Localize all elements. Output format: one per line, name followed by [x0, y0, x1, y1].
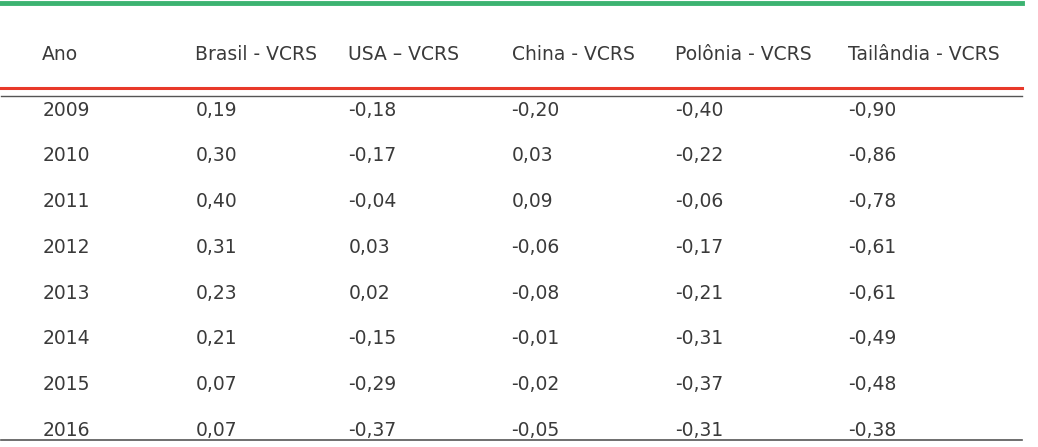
Text: -0,48: -0,48: [848, 375, 897, 394]
Text: China - VCRS: China - VCRS: [512, 45, 634, 64]
Text: -0,49: -0,49: [848, 329, 897, 349]
Text: USA – VCRS: USA – VCRS: [349, 45, 459, 64]
Text: -0,31: -0,31: [675, 421, 723, 440]
Text: 2012: 2012: [43, 238, 89, 257]
Text: -0,37: -0,37: [349, 421, 397, 440]
Text: -0,90: -0,90: [848, 101, 897, 120]
Text: -0,04: -0,04: [349, 192, 397, 211]
Text: -0,17: -0,17: [675, 238, 723, 257]
Text: 2015: 2015: [43, 375, 89, 394]
Text: 0,02: 0,02: [349, 284, 390, 303]
Text: 0,21: 0,21: [195, 329, 237, 349]
Text: -0,06: -0,06: [675, 192, 723, 211]
Text: 0,03: 0,03: [512, 147, 553, 165]
Text: -0,38: -0,38: [848, 421, 897, 440]
Text: -0,01: -0,01: [512, 329, 559, 349]
Text: 2014: 2014: [43, 329, 90, 349]
Text: 0,30: 0,30: [195, 147, 237, 165]
Text: -0,17: -0,17: [349, 147, 397, 165]
Text: -0,31: -0,31: [675, 329, 723, 349]
Text: 0,07: 0,07: [195, 375, 237, 394]
Text: Brasil - VCRS: Brasil - VCRS: [195, 45, 318, 64]
Text: -0,37: -0,37: [675, 375, 723, 394]
Text: -0,78: -0,78: [848, 192, 897, 211]
Text: 2010: 2010: [43, 147, 89, 165]
Text: -0,61: -0,61: [848, 238, 897, 257]
Text: 2011: 2011: [43, 192, 89, 211]
Text: 0,03: 0,03: [349, 238, 390, 257]
Text: Tailândia - VCRS: Tailândia - VCRS: [848, 45, 1000, 64]
Text: -0,18: -0,18: [349, 101, 397, 120]
Text: 0,07: 0,07: [195, 421, 237, 440]
Text: 0,19: 0,19: [195, 101, 237, 120]
Text: -0,29: -0,29: [349, 375, 397, 394]
Text: Polônia - VCRS: Polônia - VCRS: [675, 45, 812, 64]
Text: 2016: 2016: [43, 421, 89, 440]
Text: -0,15: -0,15: [349, 329, 397, 349]
Text: -0,21: -0,21: [675, 284, 723, 303]
Text: -0,02: -0,02: [512, 375, 559, 394]
Text: -0,06: -0,06: [512, 238, 559, 257]
Text: -0,86: -0,86: [848, 147, 897, 165]
Text: 2013: 2013: [43, 284, 89, 303]
Text: -0,61: -0,61: [848, 284, 897, 303]
Text: -0,20: -0,20: [512, 101, 559, 120]
Text: -0,22: -0,22: [675, 147, 723, 165]
Text: 2009: 2009: [43, 101, 89, 120]
Text: Ano: Ano: [43, 45, 78, 64]
Text: -0,40: -0,40: [675, 101, 723, 120]
Text: -0,08: -0,08: [512, 284, 559, 303]
Text: 0,31: 0,31: [195, 238, 237, 257]
Text: 0,40: 0,40: [195, 192, 237, 211]
Text: 0,23: 0,23: [195, 284, 237, 303]
Text: -0,05: -0,05: [512, 421, 559, 440]
Text: 0,09: 0,09: [512, 192, 553, 211]
